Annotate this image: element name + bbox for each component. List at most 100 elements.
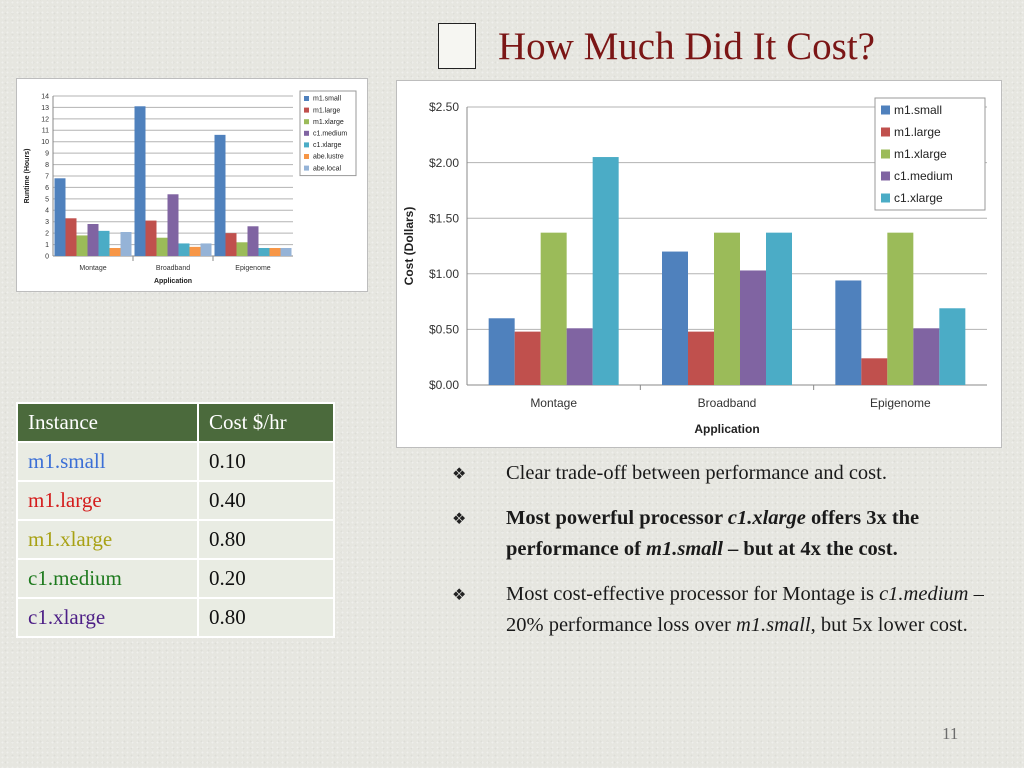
instance-name: c1.xlarge (16, 597, 199, 638)
legend-swatch (304, 165, 309, 171)
legend-swatch (881, 127, 890, 137)
legend-swatch (881, 149, 890, 159)
bar-c1-medium-montage (87, 224, 99, 256)
bullet-list: ❖ Clear trade-off between performance an… (452, 458, 1012, 655)
bar-abe-local-broadband (200, 243, 212, 256)
y-tick-label: 14 (41, 93, 49, 100)
diamond-bullet-icon: ❖ (452, 464, 467, 483)
bar-c1-xlarge-broadband (766, 232, 792, 385)
bullet-item: ❖ Clear trade-off between performance an… (452, 458, 1012, 489)
y-tick-label: 5 (45, 196, 49, 203)
bullet-emphasis: m1.small (646, 538, 723, 560)
legend-swatch (304, 96, 309, 101)
legend-swatch (304, 119, 309, 125)
bar-m1-xlarge-montage (540, 232, 567, 385)
bullet-emphasis: m1.small (735, 614, 811, 636)
legend-label: m1.small (894, 103, 942, 117)
x-category-label: Montage (79, 265, 106, 272)
table-row: m1.xlarge 0.80 (16, 519, 335, 560)
legend-swatch (881, 171, 890, 181)
bar-m1-xlarge-montage (76, 235, 88, 256)
bullet-emphasis: c1.xlarge (727, 507, 806, 529)
y-tick-label: 2 (45, 231, 49, 238)
page-number: 11 (942, 724, 959, 743)
bar-m1-large-montage (65, 218, 77, 256)
bar-c1-xlarge-epigenome (258, 248, 270, 256)
bar-m1-small-montage (488, 318, 515, 385)
legend-label: abe.local (313, 165, 341, 172)
legend-label: abe.lustre (313, 154, 344, 161)
x-category-label: Epigenome (870, 396, 931, 410)
legend-label: m1.large (894, 125, 941, 139)
legend-swatch (881, 193, 890, 203)
table-row: m1.large 0.40 (16, 480, 335, 521)
table-row: c1.medium 0.20 (16, 558, 335, 599)
legend-swatch (304, 142, 309, 148)
bar-m1-xlarge-epigenome (236, 242, 248, 256)
bar-c1-medium-montage (566, 328, 593, 385)
table-header-instance: Instance (16, 402, 199, 443)
slide-title: How Much Did It Cost? (498, 24, 875, 68)
y-tick-label: 9 (45, 151, 49, 158)
bar-m1-large-broadband (145, 220, 157, 256)
bar-m1-xlarge-broadband (714, 232, 740, 385)
y-tick-label: $2.00 (429, 156, 459, 170)
bar-m1-xlarge-epigenome (887, 232, 914, 385)
bullet-text: offers 3x the performance of (506, 507, 920, 560)
bar-c1-medium-epigenome (247, 226, 259, 256)
bullet-text: , but 5x lower cost. (810, 614, 968, 636)
bullet-text: – but at 4x the cost. (722, 538, 898, 560)
checkbox-icon (438, 23, 476, 69)
x-category-label: Broadband (156, 265, 190, 272)
cost-chart-svg: $0.00 $0.50 $1.00 $1.50 $2.00 $2.50 Montage Bro… (402, 97, 987, 436)
y-axis-title: Runtime (Hours) (24, 149, 31, 204)
y-tick-label: 0 (45, 253, 49, 260)
bar-c1-medium-epigenome (913, 328, 940, 385)
bar-m1-small-montage (54, 178, 66, 256)
instance-cost: 0.10 (197, 441, 335, 482)
instance-cost: 0.20 (197, 558, 335, 599)
legend-label: c1.medium (313, 131, 347, 138)
y-axis-title: Cost (Dollars) (402, 207, 416, 286)
legend-swatch (304, 107, 309, 113)
table-header-row: Instance Cost $/hr (16, 402, 335, 443)
instance-name: m1.small (16, 441, 199, 482)
y-tick-label: 11 (42, 128, 49, 135)
table-row: m1.small 0.10 (16, 441, 335, 482)
bar-c1-xlarge-montage (592, 157, 619, 385)
bar-m1-small-epigenome (835, 280, 862, 385)
x-category-label: Broadband (698, 396, 757, 410)
bar-c1-medium-broadband (167, 194, 179, 256)
bar-c1-xlarge-montage (98, 230, 110, 256)
bar-abe-lustre-epigenome (269, 248, 281, 256)
legend-swatch (881, 105, 890, 115)
y-tick-label: 3 (45, 219, 49, 226)
bar-abe-lustre-montage (109, 248, 121, 256)
y-tick-label: 7 (45, 173, 49, 180)
instance-name: m1.large (16, 480, 199, 521)
chart-legend: m1.small m1.large m1.xlarge c1.medium c1.xla… (874, 97, 986, 211)
x-axis-title: Application (694, 422, 759, 436)
legend-label: m1.xlarge (313, 119, 344, 126)
y-tick-label: $1.50 (429, 211, 459, 225)
bullet-item: ❖ Most powerful processor c1.xlarge offe… (452, 503, 1012, 565)
instance-cost: 0.40 (197, 480, 335, 521)
bar-m1-small-broadband (662, 251, 688, 385)
runtime-chart: 0 1 2 3 4 5 6 7 8 9 10 11 12 13 14 Montage Broadband Epig… (16, 78, 368, 292)
bar-abe-local-epigenome (280, 248, 292, 256)
bullet-text: – 20% performance loss over (506, 583, 984, 636)
y-tick-label: $2.50 (429, 100, 459, 114)
x-axis-title: Application (154, 278, 192, 285)
bullet-text: Most cost-effective processor for Montag… (506, 583, 880, 605)
y-tick-label: 6 (45, 185, 49, 192)
bar-c1-medium-broadband (740, 270, 766, 385)
bar-m1-large-epigenome (225, 233, 237, 256)
bullet-text: Most powerful processor (506, 507, 728, 529)
bullet-text: Clear trade-off between performance and … (506, 462, 887, 484)
y-tick-label: 12 (41, 116, 49, 123)
y-tick-label: $0.50 (429, 323, 459, 337)
bar-m1-large-broadband (688, 331, 714, 385)
y-tick-label: 4 (45, 208, 49, 215)
legend-label: c1.xlarge (894, 191, 943, 205)
